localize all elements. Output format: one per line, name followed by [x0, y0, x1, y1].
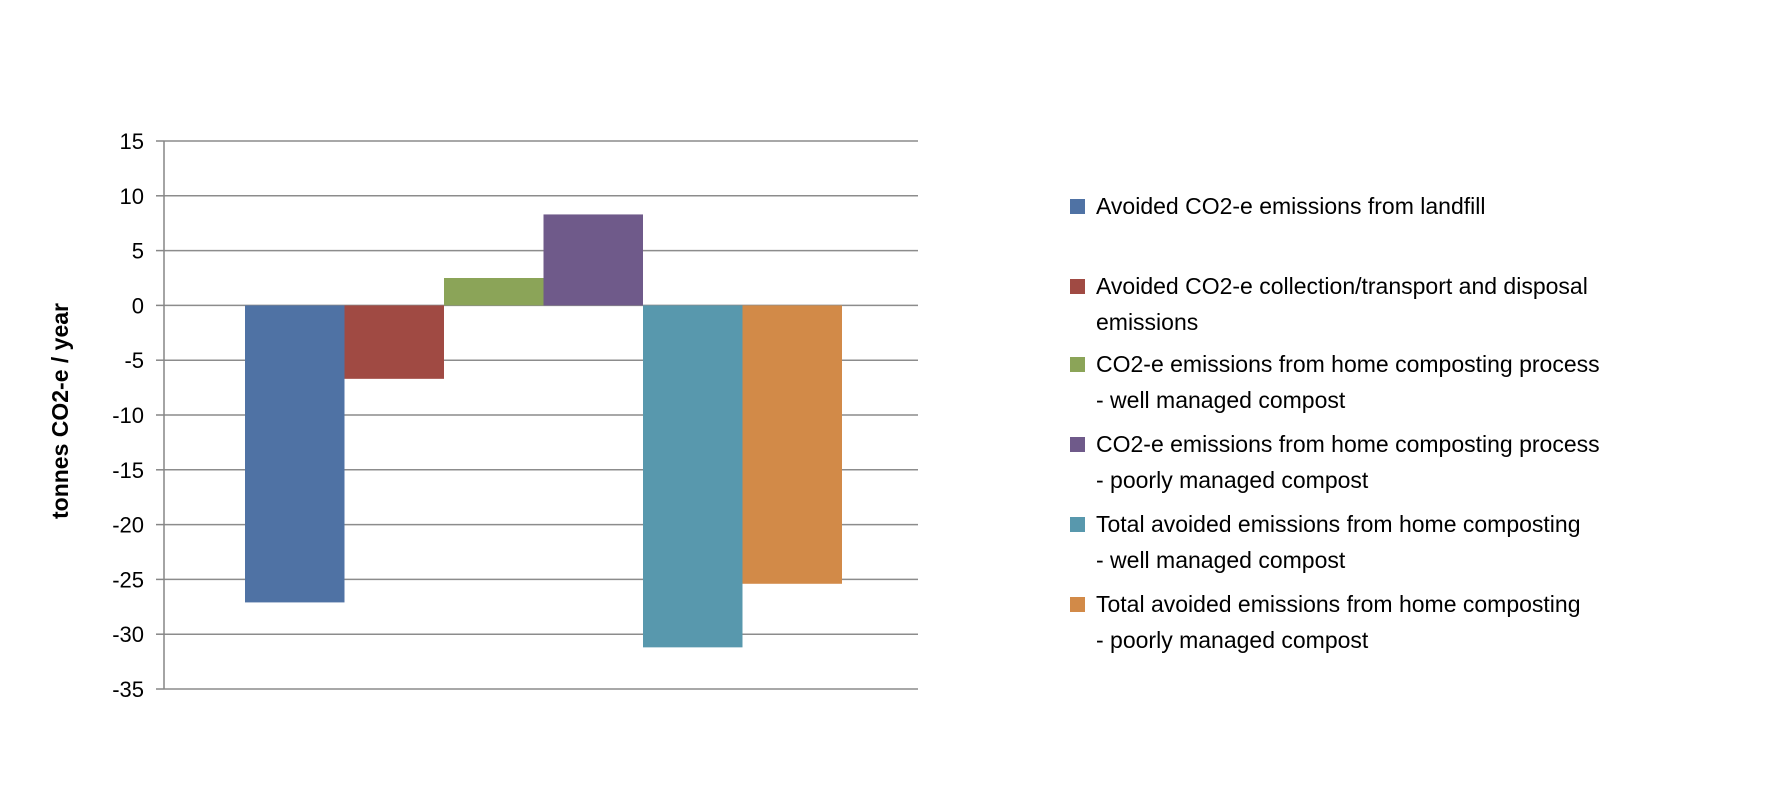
bar-4 [543, 214, 643, 306]
y-axis-title: tonnes CO2-e / year [47, 303, 73, 519]
y-tick-label: 10 [120, 184, 144, 209]
bar-1 [245, 305, 345, 603]
y-tick-labels: 15 10 5 0 -5 -10 -15 -20 -25 -30 -35 [112, 129, 144, 702]
legend-swatch [1070, 357, 1085, 372]
bar-5 [643, 305, 743, 648]
legend-item: CO2-e emissions from home composting pro… [1066, 346, 1716, 418]
bar-6 [742, 305, 842, 584]
y-tick-label: -15 [112, 458, 144, 483]
legend-swatch [1070, 199, 1085, 214]
legend-swatch [1070, 437, 1085, 452]
legend-label: Total avoided emissions from home compos… [1096, 591, 1581, 653]
legend-item: Total avoided emissions from home compos… [1066, 586, 1716, 658]
y-tick-label: -25 [112, 567, 144, 592]
y-tick-label: -30 [112, 622, 144, 647]
legend-swatch [1070, 597, 1085, 612]
y-tick-label: 5 [132, 239, 144, 264]
y-tick-label: -5 [124, 348, 144, 373]
y-tick-label: 15 [120, 129, 144, 154]
legend-swatch [1070, 279, 1085, 294]
bar-3 [444, 278, 544, 306]
bar-2 [344, 305, 444, 379]
legend-swatch [1070, 517, 1085, 532]
legend-item: Total avoided emissions from home compos… [1066, 506, 1716, 578]
legend: Avoided CO2-e emissions from landfill Avo… [1066, 188, 1716, 658]
legend-label: CO2-e emissions from home composting pro… [1096, 351, 1600, 413]
bars [245, 214, 842, 648]
y-tick-label: 0 [132, 293, 144, 318]
legend-item: Avoided CO2-e emissions from landfill [1066, 188, 1716, 224]
legend-item: CO2-e emissions from home composting pro… [1066, 426, 1716, 498]
legend-label: CO2-e emissions from home composting pro… [1096, 431, 1600, 493]
legend-item: Avoided CO2-e collection/transport and d… [1066, 268, 1716, 340]
legend-label: Avoided CO2-e emissions from landfill [1096, 193, 1486, 219]
y-tick-label: -35 [112, 677, 144, 702]
y-tick-label: -20 [112, 513, 144, 538]
legend-label: Avoided CO2-e collection/transport and d… [1096, 273, 1588, 335]
legend-label: Total avoided emissions from home compos… [1096, 511, 1581, 573]
y-tick-label: -10 [112, 403, 144, 428]
